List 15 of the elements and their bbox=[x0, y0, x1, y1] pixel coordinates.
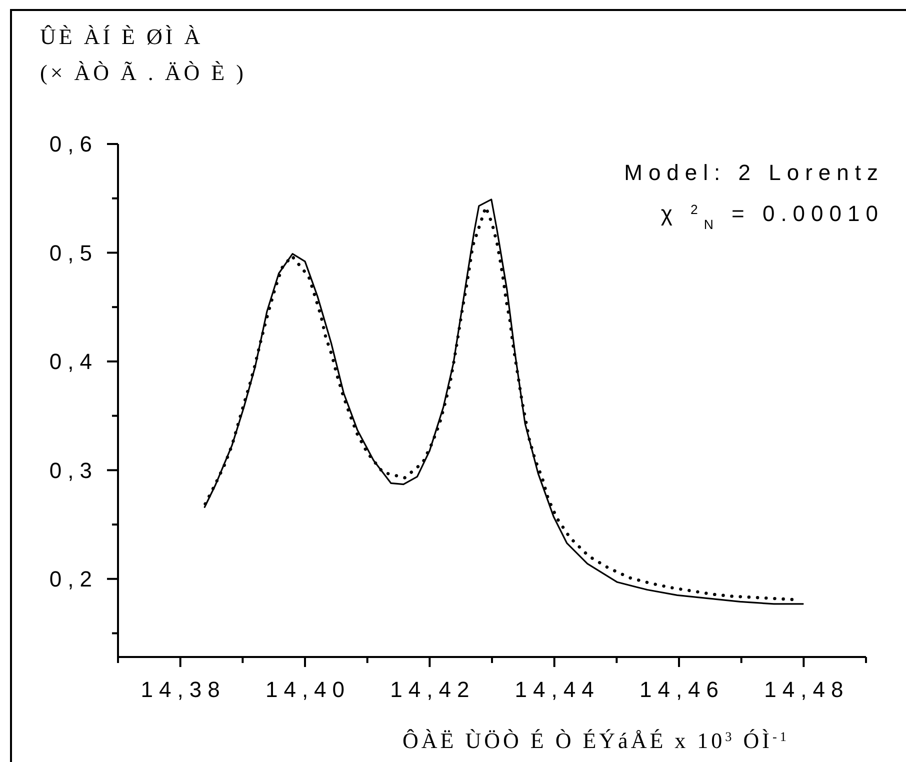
x-tick-label: 14,40 bbox=[265, 677, 351, 702]
x-tick-label: 14,46 bbox=[639, 677, 725, 702]
y-tick-label: 0,5 bbox=[49, 240, 98, 266]
y-tick-label: 0,3 bbox=[49, 458, 98, 483]
x-tick-label: 14,48 bbox=[764, 677, 850, 702]
y-tick-label: 0,4 bbox=[49, 349, 98, 374]
y-axis-title: ÛÈ ÀÍ È ØÌ À (× ÀÒ Ã . ÄÒ È ) bbox=[40, 24, 246, 85]
annotation: Model: 2 Lorentz bbox=[624, 160, 884, 185]
annotation: χ $^{2}$$_{N}$ = 0.00010 bbox=[660, 201, 884, 232]
y-tick-label: 0,2 bbox=[49, 566, 98, 592]
x-tick-label: 14,42 bbox=[390, 677, 476, 702]
x-tick-label: 14,38 bbox=[140, 677, 226, 702]
x-tick-label: 14,44 bbox=[514, 677, 600, 702]
y-tick-label: 0,6 bbox=[49, 132, 98, 157]
x-axis-title: ÔÀË ÙÖÒ É Ò ÉÝáÅÉ x 10$^{3}$ ÓÌ$^{-1}$ bbox=[402, 728, 790, 753]
